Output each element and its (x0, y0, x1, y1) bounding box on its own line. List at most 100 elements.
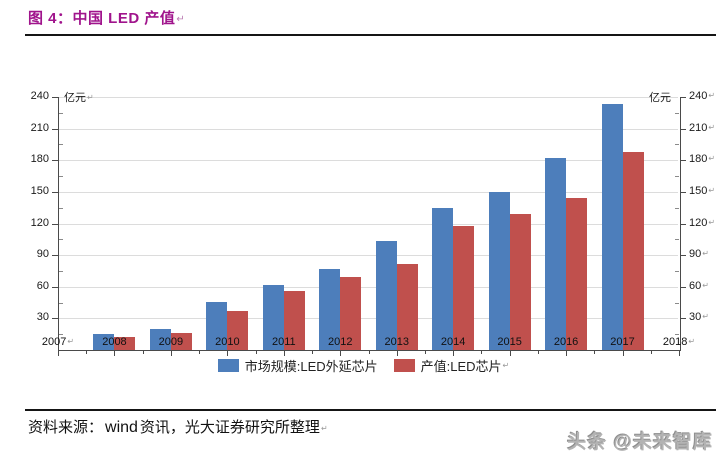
paragraph-mark-icon: ↵ (702, 312, 709, 322)
y-axis-label-right: 30↵ (689, 311, 709, 324)
paragraph-mark-icon: ↵ (708, 185, 716, 195)
x-minor-tick (594, 351, 596, 354)
y-gridline (59, 286, 678, 288)
y-gridline (59, 191, 678, 193)
bar-output-value (622, 151, 644, 350)
x-axis-label: 2008 (102, 336, 127, 348)
y-gridline (59, 223, 678, 225)
y-axis-label-left: 60 (36, 279, 49, 292)
y-minor-tick-right (675, 302, 679, 304)
y-minor-tick-left (59, 144, 63, 146)
y-axis-label-left: 150 (30, 184, 49, 197)
x-major-tick (566, 351, 568, 356)
x-minor-tick (537, 351, 539, 354)
bar-market-size (488, 191, 510, 350)
y-major-tick-right (680, 223, 686, 225)
bar-output-value (170, 333, 192, 350)
bar-output-value (283, 290, 305, 350)
x-major-tick (509, 351, 511, 356)
x-minor-tick (255, 351, 257, 354)
y-gridline (59, 318, 678, 320)
bar-market-size (319, 268, 341, 350)
y-minor-tick-left (59, 207, 63, 209)
y-axis-label-right: 120↵ (689, 216, 716, 229)
y-minor-tick-right (675, 270, 679, 272)
x-major-tick (170, 351, 172, 356)
footer-divider-line (25, 409, 716, 411)
paragraph-mark-icon: ↵ (708, 91, 716, 100)
x-minor-tick (312, 351, 314, 354)
y-minor-tick-left (59, 239, 63, 241)
y-minor-tick-left (59, 270, 63, 272)
y-axis-label-right: 150↵ (689, 184, 716, 197)
y-major-tick-left (52, 286, 58, 288)
x-axis-label: 2009 (158, 336, 184, 348)
x-minor-tick (424, 351, 426, 354)
y-axis-label-right: 90↵ (689, 248, 709, 261)
y-minor-tick-right (675, 176, 679, 178)
figure-title: 图 4：中国 LED 产值↵ (28, 7, 185, 28)
x-major-tick (114, 351, 116, 356)
legend-label: 市场规模:LED外延芯片 (244, 359, 378, 374)
bar-output-value (114, 337, 136, 350)
bar-market-size (149, 328, 171, 350)
y-axis-label-left: 90 (36, 248, 49, 261)
x-axis-label: 2013 (384, 336, 409, 348)
x-major-tick (283, 351, 285, 356)
y-minor-tick-right (675, 334, 679, 336)
paragraph-mark-icon: ↵ (87, 93, 94, 102)
y-major-tick-left (52, 223, 58, 225)
bar-output-value (340, 277, 362, 350)
x-axis-label: 2010 (215, 336, 240, 348)
y-major-tick-left (52, 128, 58, 130)
y-major-tick-right (680, 128, 686, 130)
bar-market-size (262, 284, 284, 350)
y-axis-label-left: 30 (36, 311, 49, 324)
source-note: 资料来源： wind 资讯，光大证券研究所整理↵ (28, 416, 328, 437)
paragraph-mark-icon: ↵ (708, 217, 716, 227)
y-axis-label-right: 180↵ (689, 153, 716, 166)
watermark-text: 头条 @未来智库 (567, 432, 713, 453)
y-major-tick-left (52, 191, 58, 193)
y-gridline (59, 128, 678, 130)
y-unit-label-left: 亿元↵ (64, 92, 94, 104)
y-minor-tick-right (675, 144, 679, 146)
y-minor-tick-right (675, 207, 679, 209)
paragraph-mark-icon: ↵ (502, 361, 510, 370)
paragraph-mark-icon: ↵ (702, 280, 709, 290)
y-major-tick-right (680, 255, 686, 257)
y-major-tick-left (52, 97, 58, 98)
x-axis-label: 2017 (610, 336, 635, 348)
x-minor-tick (142, 351, 144, 354)
bar-output-value (453, 225, 475, 350)
bar-market-size (93, 334, 115, 350)
legend-swatch-blue (217, 359, 239, 372)
y-minor-tick-left (59, 302, 63, 304)
source-prefix: 资料来源： (28, 420, 104, 436)
bar-market-size (206, 301, 228, 350)
y-major-tick-right (680, 191, 686, 193)
x-major-tick (453, 351, 455, 356)
title-divider-line (25, 34, 716, 36)
paragraph-mark-icon: ↵ (688, 337, 696, 346)
x-major-tick (227, 351, 229, 356)
x-major-tick (396, 351, 398, 356)
legend-label: 产值:LED芯片 (420, 359, 502, 374)
chart-legend: 市场规模:LED外延芯片 产值:LED芯片 ↵ (0, 356, 727, 375)
y-axis-label-left: 210 (30, 121, 49, 134)
bar-output-value (227, 310, 249, 350)
bar-market-size (432, 207, 454, 350)
bar-output-value (396, 263, 418, 350)
y-axis-label-left: 240 (30, 90, 49, 102)
x-axis-label: 2012 (328, 336, 353, 348)
paragraph-mark-icon: ↵ (708, 122, 716, 132)
bar-output-value (509, 214, 531, 350)
y-minor-tick-right (675, 239, 679, 241)
x-axis-label: 2011 (271, 336, 296, 348)
bar-output-value (566, 198, 588, 350)
y-gridline (59, 97, 678, 98)
paragraph-mark-icon: ↵ (67, 337, 75, 346)
y-major-tick-left (52, 255, 58, 257)
